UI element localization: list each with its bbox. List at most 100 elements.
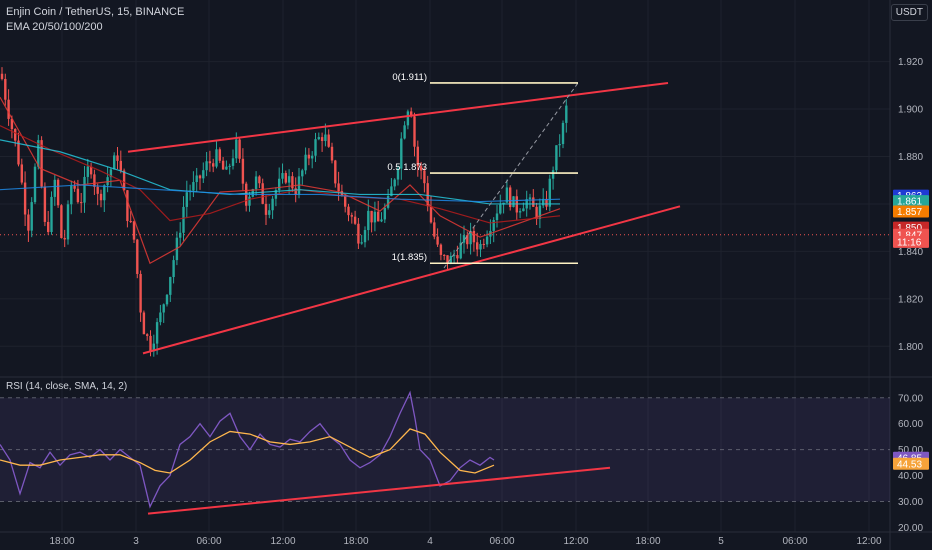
candle-body [528, 197, 532, 200]
candle-body [27, 214, 30, 231]
candle-body [446, 255, 449, 264]
x-axis-tick-label: 12:00 [270, 536, 295, 547]
candle-body [47, 221, 50, 233]
x-axis-tick-label: 18:00 [343, 536, 368, 547]
candle-body [225, 166, 228, 170]
candle-body [53, 179, 56, 197]
candle-body [212, 163, 215, 167]
candle-body [63, 237, 66, 240]
candle-body [73, 185, 76, 189]
candle-body [218, 149, 221, 161]
candle-body [291, 176, 294, 189]
candle-body [413, 116, 416, 147]
ema20-line [0, 96, 561, 265]
candle-body [545, 198, 548, 207]
candle-body [159, 312, 162, 323]
rsi-axis-tick-label: 40.00 [898, 471, 923, 482]
candle-body [561, 122, 565, 145]
candle-body [129, 221, 132, 223]
x-axis-tick-label: 18:00 [49, 536, 74, 547]
candle-body [83, 176, 86, 203]
candle-body [472, 230, 476, 243]
price-axis-label: 1.861 [897, 197, 922, 208]
candle-body [268, 210, 271, 215]
ema-indicator-label: EMA 20/50/100/200 [6, 21, 103, 33]
symbol-title: Enjin Coin / TetherUS, 15, BINANCE [6, 6, 185, 18]
candle-body [518, 211, 522, 213]
candle-body [416, 146, 419, 167]
candle-body [228, 165, 231, 167]
candle-body [522, 208, 525, 212]
candle-body [439, 244, 443, 255]
y-axis-tick-label: 1.820 [898, 294, 923, 305]
candle-body [410, 111, 413, 117]
candle-body [113, 155, 116, 170]
candle-body [542, 198, 545, 206]
candle-body [555, 145, 558, 171]
candle-body [56, 179, 60, 206]
currency-button[interactable]: USDT [890, 4, 928, 21]
candle-body [172, 260, 175, 278]
candle-body [380, 219, 383, 222]
y-axis-tick-label: 1.900 [898, 105, 923, 116]
candle-body [86, 166, 89, 177]
candle-body [254, 176, 258, 190]
candle-body [449, 256, 452, 264]
x-axis-tick-label: 12:00 [563, 536, 588, 547]
candle-body [235, 139, 238, 159]
candle-body [0, 73, 4, 79]
candle-body [165, 294, 169, 305]
candle-body [301, 170, 304, 177]
candle-body [76, 188, 80, 203]
candle-body [314, 139, 317, 156]
price-axis-label: 1.850 [897, 223, 922, 234]
candle-body [231, 158, 235, 166]
candle-body [132, 221, 136, 240]
candle-body [264, 203, 268, 215]
candle-body [535, 206, 538, 220]
candle-body [271, 198, 274, 211]
candle-body [155, 322, 159, 344]
candle-body [30, 202, 33, 231]
candle-body [192, 182, 195, 191]
candle-body [80, 202, 83, 204]
x-axis-tick-label: 06:00 [489, 536, 514, 547]
candle-body [406, 111, 410, 126]
candle-body [456, 255, 459, 259]
candle-body [205, 161, 208, 171]
ema200-line [0, 184, 561, 203]
rsi-indicator-label: RSI (14, close, SMA, 14, 2) [6, 381, 128, 392]
price-axis-label: 1.857 [897, 207, 922, 218]
candle-body [146, 334, 149, 336]
candle-body [70, 185, 73, 205]
candle-body [284, 173, 287, 183]
candle-body [162, 304, 165, 313]
x-axis-tick-label: 3 [133, 536, 139, 547]
candle-body [122, 170, 126, 191]
candle-body [429, 206, 433, 223]
candle-body [238, 139, 241, 159]
candle-body [60, 205, 63, 238]
candle-body [565, 105, 568, 123]
candle-body [195, 175, 198, 183]
candle-body [116, 155, 119, 161]
candle-body [390, 186, 393, 197]
fib-level-label: 1(1.835) [392, 252, 427, 263]
rsi-trendline [147, 466, 611, 515]
candle-body [66, 204, 70, 240]
candle-body [373, 211, 377, 223]
price-axis-label: 1.847 [897, 230, 922, 241]
candle-body [419, 166, 423, 171]
rsi-axis-tick-label: 60.00 [898, 419, 923, 430]
y-axis-tick-label: 1.920 [898, 57, 923, 68]
fib-level-label: 0.5 1.873 [387, 162, 427, 173]
candle-body [221, 160, 225, 170]
candle-body [485, 236, 489, 245]
ema50-line [0, 125, 561, 224]
candle-body [499, 204, 502, 214]
candle-body [495, 213, 499, 221]
x-axis-tick-label: 06:00 [196, 536, 221, 547]
candle-body [23, 182, 27, 215]
x-axis-tick-label: 5 [718, 536, 724, 547]
